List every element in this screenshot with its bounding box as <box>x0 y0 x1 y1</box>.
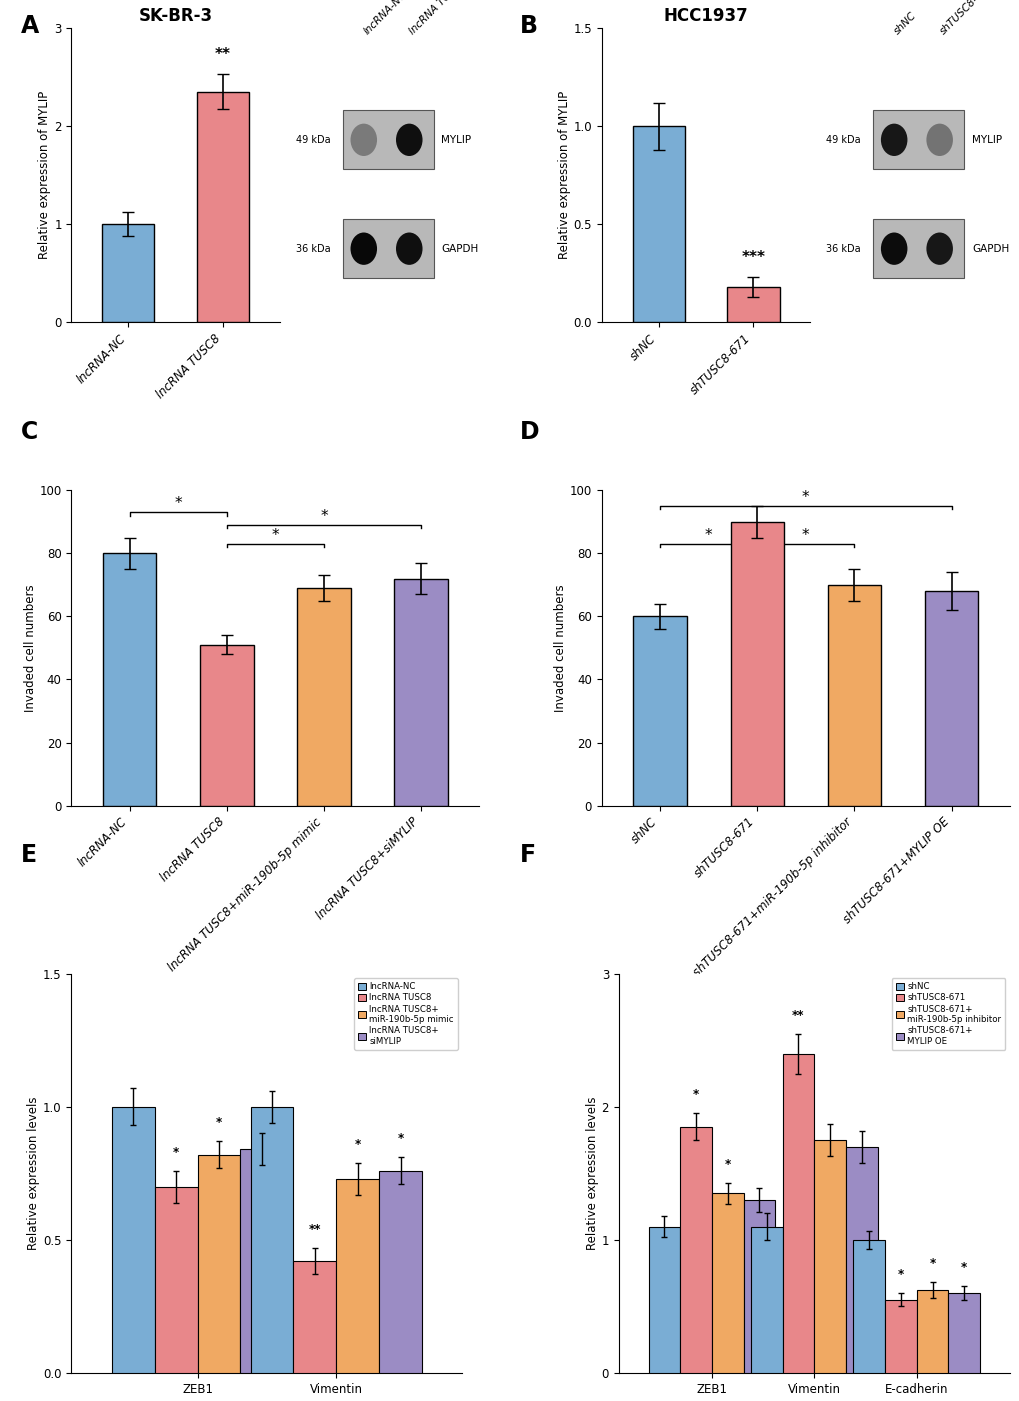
Y-axis label: Invaded cell numbers: Invaded cell numbers <box>553 584 567 712</box>
Text: F: F <box>520 843 536 867</box>
Bar <box>102 224 154 322</box>
Bar <box>633 616 686 806</box>
Y-axis label: Relative expression levels: Relative expression levels <box>585 1097 598 1250</box>
Bar <box>197 92 249 322</box>
Bar <box>680 1126 711 1373</box>
Text: **: ** <box>215 48 231 62</box>
Text: *: * <box>259 1108 265 1121</box>
Bar <box>743 1199 774 1373</box>
Text: *: * <box>723 1157 731 1171</box>
Text: shTUSC8-671: shTUSC8-671 <box>936 0 994 36</box>
Ellipse shape <box>395 123 422 156</box>
Text: **: ** <box>309 1223 321 1236</box>
Ellipse shape <box>351 233 377 265</box>
Ellipse shape <box>351 123 377 156</box>
Bar <box>872 111 963 170</box>
Bar <box>198 1154 240 1373</box>
Text: E: E <box>20 843 37 867</box>
Text: *: * <box>271 528 279 544</box>
Text: **: ** <box>792 1009 804 1021</box>
Text: lncRNA TUSC8: lncRNA TUSC8 <box>407 0 467 36</box>
Text: lncRNA-NC: lncRNA-NC <box>362 0 409 36</box>
Y-axis label: Relative expression levels: Relative expression levels <box>28 1097 40 1250</box>
Text: C: C <box>20 420 38 444</box>
Text: *: * <box>173 1146 179 1159</box>
Y-axis label: Relative expression of MYLIP: Relative expression of MYLIP <box>557 91 570 259</box>
Bar <box>727 287 779 322</box>
Bar <box>103 553 156 806</box>
Bar <box>826 586 880 806</box>
Bar <box>648 1227 680 1373</box>
Bar <box>342 219 433 277</box>
Text: *: * <box>320 509 327 524</box>
Bar <box>155 1187 198 1373</box>
Bar <box>948 1293 979 1373</box>
Bar <box>293 1261 336 1373</box>
Text: D: D <box>520 420 539 444</box>
Text: shNC: shNC <box>892 11 917 36</box>
Ellipse shape <box>880 123 907 156</box>
Text: GAPDH: GAPDH <box>441 244 478 254</box>
Text: *: * <box>897 1268 903 1281</box>
Bar <box>884 1300 916 1373</box>
Bar <box>782 1054 813 1373</box>
Text: *: * <box>216 1117 222 1129</box>
Bar <box>853 1240 884 1373</box>
Text: B: B <box>520 14 538 38</box>
Ellipse shape <box>880 233 907 265</box>
Text: *: * <box>692 1089 698 1101</box>
Bar <box>916 1290 948 1373</box>
Text: *: * <box>355 1138 361 1150</box>
Text: *: * <box>960 1261 966 1275</box>
Bar <box>336 1178 379 1373</box>
Text: *: * <box>704 528 711 544</box>
Text: MYLIP: MYLIP <box>441 134 471 144</box>
Y-axis label: Relative expression of MYLIP: Relative expression of MYLIP <box>39 91 51 259</box>
Text: *: * <box>928 1258 934 1271</box>
Ellipse shape <box>925 123 952 156</box>
Legend: lncRNA-NC, lncRNA TUSC8, lncRNA TUSC8+
miR-190b-5p mimic, lncRNA TUSC8+
siMYLIP: lncRNA-NC, lncRNA TUSC8, lncRNA TUSC8+ m… <box>354 978 458 1049</box>
Bar <box>872 219 963 277</box>
Y-axis label: Invaded cell numbers: Invaded cell numbers <box>23 584 37 712</box>
Bar <box>924 591 977 806</box>
Bar <box>342 111 433 170</box>
Title: SK-BR-3: SK-BR-3 <box>139 7 213 25</box>
Bar <box>251 1107 293 1373</box>
Bar <box>379 1171 422 1373</box>
Legend: shNC, shTUSC8-671, shTUSC8-671+
miR-190b-5p inhibitor, shTUSC8-671+
MYLIP OE: shNC, shTUSC8-671, shTUSC8-671+ miR-190b… <box>891 978 1005 1049</box>
Bar <box>730 521 784 806</box>
Text: ***: *** <box>741 251 764 265</box>
Bar <box>632 126 684 322</box>
Title: HCC1937: HCC1937 <box>663 7 748 25</box>
Text: *: * <box>801 490 809 506</box>
Text: 49 kDa: 49 kDa <box>825 134 860 144</box>
Bar <box>200 644 254 806</box>
Ellipse shape <box>395 233 422 265</box>
Bar <box>112 1107 155 1373</box>
Bar <box>394 579 447 806</box>
Text: *: * <box>174 496 181 511</box>
Bar <box>240 1149 283 1373</box>
Text: A: A <box>20 14 39 38</box>
Text: GAPDH: GAPDH <box>971 244 1008 254</box>
Bar <box>813 1140 845 1373</box>
Text: 36 kDa: 36 kDa <box>825 244 860 254</box>
Text: MYLIP: MYLIP <box>971 134 1001 144</box>
Bar <box>711 1194 743 1373</box>
Bar <box>297 588 351 806</box>
Text: *: * <box>397 1132 404 1146</box>
Bar <box>845 1146 876 1373</box>
Text: 36 kDa: 36 kDa <box>296 244 330 254</box>
Ellipse shape <box>925 233 952 265</box>
Text: 49 kDa: 49 kDa <box>296 134 330 144</box>
Bar <box>750 1227 782 1373</box>
Text: *: * <box>801 528 809 544</box>
